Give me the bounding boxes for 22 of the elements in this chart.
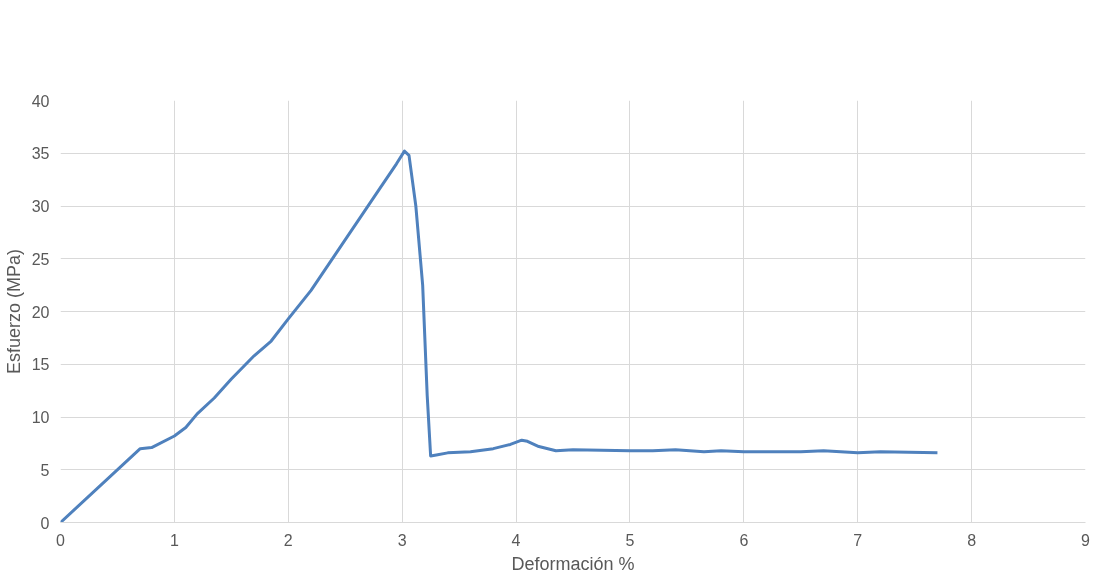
- x-axis-title: Deformación %: [511, 553, 635, 574]
- x-tick-label: 8: [967, 531, 977, 549]
- y-tick-label: 5: [40, 461, 50, 479]
- y-tick-label: 35: [31, 145, 50, 163]
- y-tick-label: 40: [31, 92, 50, 110]
- x-tick-label: 4: [511, 531, 521, 549]
- line-series: [60, 149, 939, 523]
- x-tick-label: 3: [397, 531, 407, 549]
- y-tick-label: 10: [31, 409, 50, 426]
- y-tick-label: 25: [31, 250, 50, 268]
- y-tick-label: 15: [31, 356, 50, 374]
- x-tick-label: 7: [853, 531, 863, 549]
- x-tick-label: 0: [56, 531, 66, 549]
- x-tick-label: 9: [1081, 531, 1091, 549]
- x-tick-label: 5: [625, 531, 635, 549]
- y-tick-label: 20: [31, 303, 50, 321]
- x-tick-label: 2: [283, 531, 293, 549]
- y-tick-label: 0: [40, 514, 50, 532]
- y-tick-label: 30: [31, 198, 50, 215]
- x-tick-label: 1: [169, 531, 179, 549]
- y-axis-title: Esfuerzo (MPa): [3, 248, 24, 375]
- x-tick-label: 6: [739, 531, 749, 549]
